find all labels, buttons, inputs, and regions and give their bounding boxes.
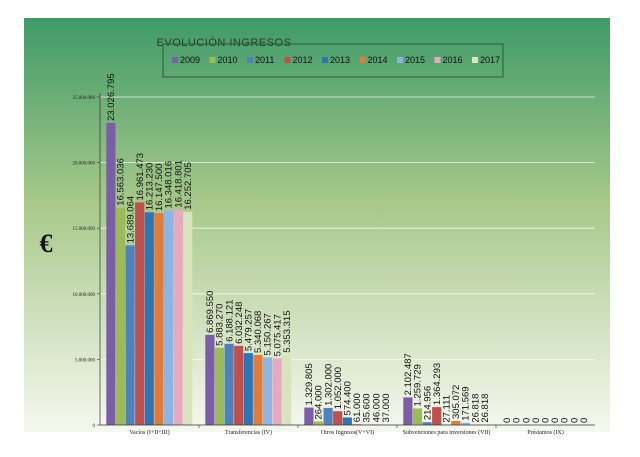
bar-2010-cat1	[215, 348, 224, 425]
y-tick-label-1: 5.000.000	[75, 358, 96, 363]
bar-2010-cat3	[413, 408, 422, 425]
x-category-label-1: Transferencias (IV)	[225, 429, 272, 436]
bar-2012-cat0	[135, 202, 144, 425]
legend-label-2014: 2014	[368, 55, 388, 65]
data-label-2017-cat3: 26.818	[480, 394, 491, 423]
chart-title: EVOLUCIÓN INGRESOS	[157, 36, 292, 49]
bar-2016-cat0	[174, 210, 183, 425]
bar-2012-cat2	[333, 411, 342, 425]
bar-2017-cat0	[183, 212, 192, 425]
legend-label-2012: 2012	[293, 55, 313, 65]
legend-swatch-2013	[322, 57, 328, 63]
bar-2017-cat1	[282, 355, 291, 425]
legend-swatch-2010	[210, 57, 216, 63]
legend-label-2013: 2013	[330, 55, 350, 65]
bar-2009-cat1	[205, 335, 214, 425]
legend-swatch-2009	[172, 57, 178, 63]
data-label-2017-cat2: 37.000	[381, 393, 392, 422]
data-label-2017-cat1: 5.353.315	[282, 310, 293, 352]
bar-2010-cat2	[314, 422, 323, 425]
y-tick-label-4: 20.000.000	[73, 162, 96, 167]
data-label-2009-cat0: 23.026.795	[106, 73, 117, 121]
y-tick-label-2: 10.000.000	[73, 293, 96, 298]
bar-2014-cat0	[154, 213, 163, 425]
bar-2015-cat1	[263, 357, 272, 425]
bar-2009-cat3	[403, 397, 412, 425]
bar-2010-cat0	[116, 208, 125, 425]
data-label-2011-cat0: 13.689.064	[125, 196, 136, 244]
bar-2013-cat0	[145, 212, 154, 425]
legend-swatch-2011	[247, 57, 253, 63]
data-label-2017-cat4: 0	[579, 418, 590, 423]
legend-swatch-2015	[397, 57, 403, 63]
bar-2013-cat2	[343, 417, 352, 425]
bar-2011-cat2	[324, 408, 333, 425]
bar-2016-cat1	[273, 358, 282, 425]
y-axis-label: €	[40, 229, 53, 258]
y-tick-label-3: 15.000.000	[73, 227, 96, 232]
legend-swatch-2017	[472, 57, 478, 63]
legend-label-2009: 2009	[180, 55, 200, 65]
bar-2011-cat3	[423, 422, 432, 425]
x-category-label-4: Préstamos (IX)	[527, 429, 564, 436]
x-category-label-2: Otros Ingresos(V+VI)	[321, 429, 374, 436]
legend-label-2015: 2015	[405, 55, 425, 65]
legend-label-2011: 2011	[255, 55, 274, 65]
legend-swatch-2014	[360, 57, 366, 63]
legend-label-2016: 2016	[443, 55, 463, 65]
bar-2012-cat3	[432, 407, 441, 425]
legend-swatch-2016	[435, 57, 441, 63]
bar-2011-cat0	[126, 245, 135, 425]
bar-2015-cat0	[164, 211, 173, 425]
y-tick-label-5: 25.000.000	[73, 96, 96, 101]
data-label-2017-cat0: 16.252.705	[183, 162, 194, 210]
bar-2012-cat1	[234, 346, 243, 425]
bar-2009-cat2	[304, 408, 313, 425]
bar-2013-cat1	[244, 353, 253, 425]
x-category-label-0: Vacíos (I+II+III)	[129, 429, 169, 436]
bar-2011-cat1	[225, 344, 234, 425]
bar-2009-cat0	[106, 123, 115, 425]
legend-label-2017: 2017	[480, 55, 500, 65]
bar-2014-cat1	[253, 355, 262, 425]
bar-2014-cat3	[451, 421, 460, 425]
legend-swatch-2012	[285, 57, 291, 63]
legend-label-2010: 2010	[218, 55, 238, 65]
x-category-label-3: Subvenciones para inversiones (VII)	[403, 429, 491, 436]
